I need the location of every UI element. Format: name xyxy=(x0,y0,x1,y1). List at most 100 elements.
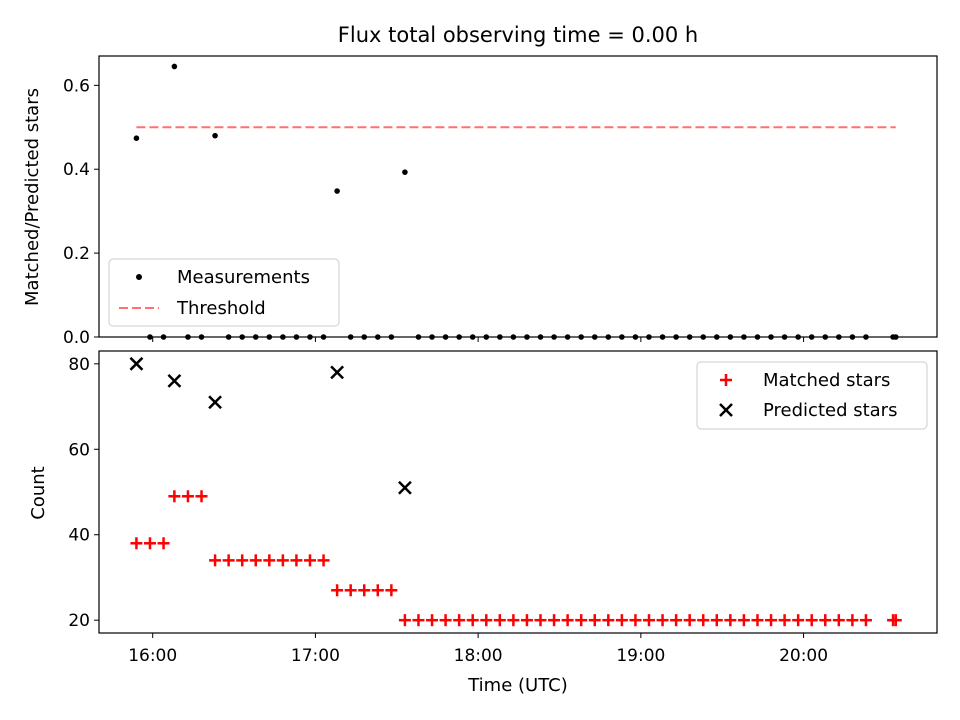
matched-star-point xyxy=(805,614,818,627)
matched-star-point xyxy=(398,614,411,627)
ratio-y-tick-label: 0.6 xyxy=(63,76,90,96)
x-tick-label: 20:00 xyxy=(779,646,828,666)
matched-star-point xyxy=(303,554,316,567)
matched-star-point xyxy=(157,537,170,550)
ratio-panel: 0.0 0.2 0.4 0.6 Matched/Predicted stars Mea… xyxy=(22,55,938,348)
matched-star-point xyxy=(385,584,398,597)
ratio-x-ticks xyxy=(152,337,805,342)
matched-star-point xyxy=(222,554,235,567)
matched-star-point xyxy=(331,584,344,597)
matched-star-point xyxy=(737,614,750,627)
matched-star-point xyxy=(439,614,452,627)
matched-star-point xyxy=(859,614,872,627)
legend-label-measurements: Measurements xyxy=(177,267,310,288)
legend-label-predicted-stars: Predicted stars xyxy=(763,400,897,421)
matched-star-point xyxy=(480,614,493,627)
matched-star-point xyxy=(143,537,156,550)
matched-star-point xyxy=(846,614,859,627)
measurement-point xyxy=(171,63,178,70)
count-x-ticks: 16:00 17:00 18:00 19:00 20:00 xyxy=(128,633,828,666)
matched-star-point xyxy=(602,614,615,627)
matched-star-point xyxy=(344,584,357,597)
matched-star-point xyxy=(507,614,520,627)
matched-star-point xyxy=(317,554,330,567)
legend-label-matched-stars: Matched stars xyxy=(763,370,890,391)
matched-star-point xyxy=(670,614,683,627)
matched-star-point xyxy=(290,554,303,567)
count-y-ticks: 20 40 60 80 xyxy=(68,355,99,631)
matched-star-point xyxy=(819,614,832,627)
count-y-axis-label: Count xyxy=(28,466,49,519)
matched-star-point xyxy=(195,490,208,503)
count-panel: 20 40 60 80 16:00 17:00 18:00 19:00 20:00 Count… xyxy=(28,350,938,696)
ratio-y-tick-label: 0.0 xyxy=(63,328,90,348)
matched-star-point xyxy=(168,490,181,503)
matched-star-point xyxy=(642,614,655,627)
matched-star-point xyxy=(453,614,466,627)
predicted-star-point xyxy=(167,374,182,388)
ratio-y-ticks: 0.0 0.2 0.4 0.6 xyxy=(63,76,99,348)
count-y-tick-label: 20 xyxy=(68,611,90,631)
matched-star-point xyxy=(832,614,845,627)
matched-star-point xyxy=(629,614,642,627)
matched-star-point xyxy=(561,614,574,627)
x-tick-label: 18:00 xyxy=(454,646,503,666)
count-axes-frame xyxy=(98,350,938,634)
predicted-star-point xyxy=(208,395,222,410)
matched-star-point xyxy=(615,614,628,627)
legend-label-threshold: Threshold xyxy=(176,298,266,319)
matched-star-point xyxy=(548,614,561,627)
predicted-star-point xyxy=(129,356,144,371)
matched-star-point xyxy=(263,554,276,567)
ratio-axes-frame xyxy=(98,55,938,338)
x-tick-label: 16:00 xyxy=(128,646,177,666)
matched-star-point xyxy=(426,614,439,627)
matched-star-point xyxy=(778,614,791,627)
measurement-point xyxy=(212,132,218,139)
legend-marker-matched-stars xyxy=(720,374,732,386)
legend-marker-predicted-stars xyxy=(719,403,733,417)
ratio-legend-box xyxy=(108,258,340,327)
matched-star-point xyxy=(656,614,669,627)
matched-star-point xyxy=(724,614,737,627)
ratio-y-tick-label: 0.2 xyxy=(63,244,90,264)
matched-star-point xyxy=(493,614,506,627)
matched-star-point xyxy=(236,554,249,567)
count-y-tick-label: 60 xyxy=(68,440,90,460)
matched-star-point xyxy=(765,614,778,627)
matched-star-point xyxy=(683,614,696,627)
count-legend: Matched stars Predicted stars xyxy=(696,361,928,430)
matched-star-point xyxy=(130,537,143,550)
x-axis-label: Time (UTC) xyxy=(467,675,568,696)
measurement-point xyxy=(402,169,408,175)
matched-star-point xyxy=(358,584,371,597)
matched-star-point xyxy=(575,614,588,627)
ratio-y-tick-label: 0.4 xyxy=(63,160,90,180)
matched-star-point xyxy=(889,614,902,627)
x-tick-label: 19:00 xyxy=(616,646,665,666)
legend-marker-measurements xyxy=(136,274,142,280)
matched-star-point xyxy=(710,614,723,627)
measurement-point xyxy=(334,188,340,194)
chart-title: Flux total observing time = 0.00 h xyxy=(338,23,698,47)
x-tick-label: 17:00 xyxy=(291,646,340,666)
matched-star-point xyxy=(792,614,805,627)
matched-star-point xyxy=(534,614,547,627)
count-y-tick-label: 80 xyxy=(68,355,90,375)
matched-star-point xyxy=(181,490,194,503)
matched-star-point xyxy=(520,614,533,627)
matched-star-point xyxy=(588,614,601,627)
matched-star-point xyxy=(276,554,289,567)
predicted-star-point xyxy=(330,365,344,380)
ratio-legend: Measurements Threshold xyxy=(108,258,340,327)
count-plot-area xyxy=(129,356,902,627)
predicted-star-point xyxy=(398,480,412,495)
matched-star-point xyxy=(697,614,710,627)
matched-star-point xyxy=(466,614,479,627)
matched-star-point xyxy=(751,614,764,627)
matched-star-point xyxy=(209,554,222,567)
measurement-point xyxy=(133,135,140,142)
matched-star-point xyxy=(371,584,384,597)
